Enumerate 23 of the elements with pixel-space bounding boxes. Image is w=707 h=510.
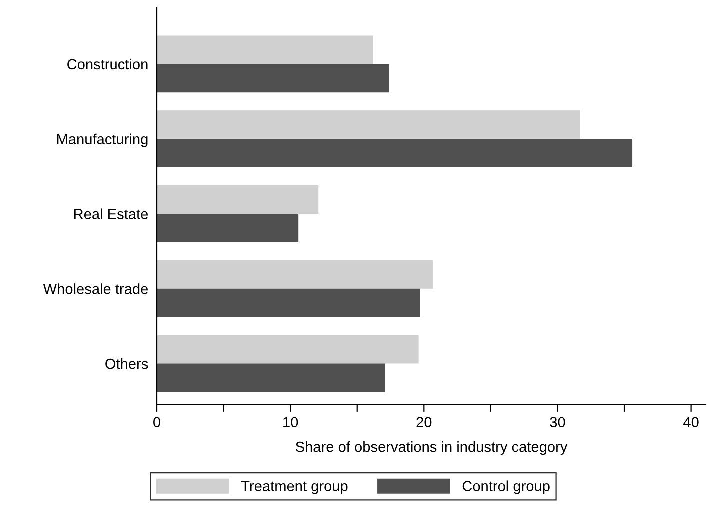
legend-label: Treatment group <box>241 481 348 494</box>
x-axis-title: Share of observations in industry category <box>296 442 568 456</box>
bar <box>157 260 434 289</box>
bar <box>157 139 633 168</box>
bar <box>157 36 374 64</box>
bar <box>157 335 419 364</box>
y-tick-label: Others <box>106 358 148 370</box>
y-tick-label: Wholesale trade <box>43 284 148 294</box>
x-tick-label: 20 <box>416 417 432 428</box>
bar <box>157 288 420 318</box>
bar <box>157 110 580 140</box>
y-tick-label: Real Estate <box>74 208 148 220</box>
bar <box>157 364 386 392</box>
bar <box>157 186 319 214</box>
x-tick-label: 30 <box>550 417 566 428</box>
x-tick-label: 10 <box>284 417 298 428</box>
y-tick-label: Manufacturing <box>57 134 148 148</box>
x-tick-label: 40 <box>684 417 699 428</box>
y-tick-label: Construction <box>68 58 148 70</box>
bar <box>157 214 299 242</box>
bar <box>157 64 390 93</box>
legend-label: Control group <box>462 480 550 494</box>
x-tick-label: 0 <box>154 417 160 428</box>
